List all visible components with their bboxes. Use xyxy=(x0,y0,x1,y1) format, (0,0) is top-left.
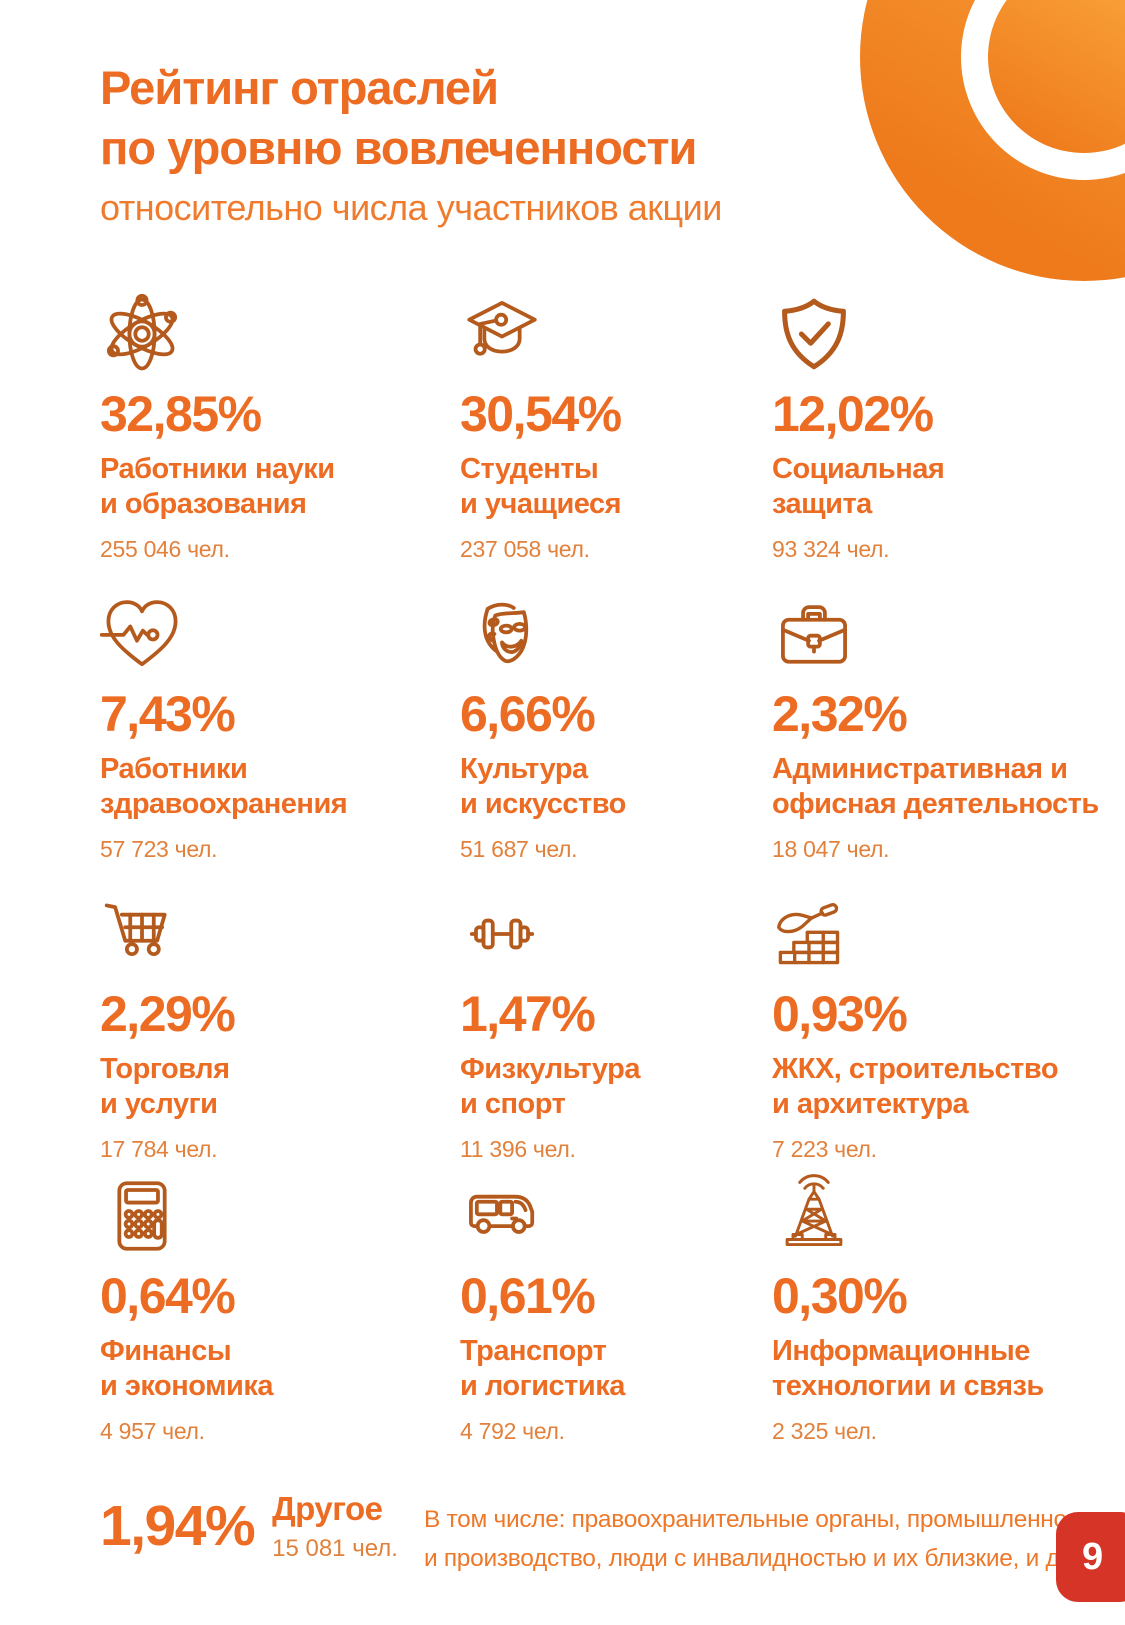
category-count: 2 325 чел. xyxy=(772,1417,877,1444)
category-percent: 0,61% xyxy=(460,1268,596,1324)
category-label: Культура и искусство xyxy=(460,753,626,821)
category-label: ЖКХ, строительство и архитектура xyxy=(772,1053,1059,1121)
category-count: 237 058 чел. xyxy=(460,535,590,562)
category-percent: 2,29% xyxy=(100,986,236,1042)
category-card-construction: 0,93% ЖКХ, строительство и архитектура 7… xyxy=(772,882,1125,1164)
other-note-line-2: и производство, люди с инвалидностью и и… xyxy=(423,1545,1120,1573)
category-count: 93 324 чел. xyxy=(772,535,890,562)
category-label: Физкультура и спорт xyxy=(460,1053,640,1121)
category-card-finance: 0,64% Финансы и экономика 4 957 чел. xyxy=(100,1164,460,1446)
bus-icon xyxy=(460,1164,544,1258)
category-percent: 2,32% xyxy=(772,686,908,742)
category-count: 11 396 чел. xyxy=(460,1135,576,1162)
category-label: Работники здравоохранения xyxy=(100,753,348,821)
category-label: Финансы и экономика xyxy=(100,1335,274,1403)
other-label: Другое xyxy=(272,1490,383,1527)
page-subtitle: относительно числа участников акции xyxy=(100,187,722,229)
other-percent: 1,94% xyxy=(100,1494,256,1558)
category-card-science: 32,85% Работники науки и образования 255… xyxy=(100,282,460,582)
shield-check-icon xyxy=(772,282,856,376)
category-label: Информационные технологии и связь xyxy=(772,1335,1044,1403)
graduation-cap-icon xyxy=(460,282,544,376)
category-count: 7 223 чел. xyxy=(772,1135,877,1162)
title-line-1: Рейтинг отраслей xyxy=(100,61,499,114)
other-category-row: 1,94% Другое 15 081 чел. В том числе: пр… xyxy=(100,1490,1120,1578)
category-label: Транспорт и логистика xyxy=(460,1335,625,1403)
category-percent: 0,30% xyxy=(772,1268,908,1324)
category-card-social: 12,02% Социальная защита 93 324 чел. xyxy=(772,282,1125,582)
category-percent: 6,66% xyxy=(460,686,596,742)
briefcase-icon xyxy=(772,582,856,676)
category-label: Административная и офисная деятельность xyxy=(772,753,1099,821)
category-count: 18 047 чел. xyxy=(772,835,890,862)
category-label: Студенты и учащиеся xyxy=(460,453,622,521)
category-percent: 32,85% xyxy=(100,386,262,442)
category-card-culture: 6,66% Культура и искусство 51 687 чел. xyxy=(460,582,772,882)
other-note: В том числе: правоохранительные органы, … xyxy=(424,1500,1120,1578)
category-label: Работники науки и образования xyxy=(100,453,335,521)
category-count: 17 784 чел. xyxy=(100,1135,218,1162)
other-count: 15 081 чел. xyxy=(272,1535,398,1562)
category-label: Социальная защита xyxy=(772,453,945,521)
category-card-healthcare: 7,43% Работники здравоохранения 57 723 ч… xyxy=(100,582,460,882)
atom-icon xyxy=(100,282,184,376)
category-percent: 0,64% xyxy=(100,1268,236,1324)
category-count: 51 687 чел. xyxy=(460,835,578,862)
category-count: 255 046 чел. xyxy=(100,535,230,562)
other-note-line-1: В том числе: правоохранительные органы, … xyxy=(423,1506,1103,1533)
category-count: 4 957 чел. xyxy=(100,1417,205,1444)
trowel-bricks-icon xyxy=(772,882,856,976)
page-number: 9 xyxy=(1082,1535,1104,1578)
category-grid: 32,85% Работники науки и образования 255… xyxy=(100,282,1125,1446)
dumbbell-icon xyxy=(460,882,544,976)
category-card-sport: 1,47% Физкультура и спорт 11 396 чел. xyxy=(460,882,772,1164)
theater-masks-icon xyxy=(460,582,544,676)
category-count: 57 723 чел. xyxy=(100,835,218,862)
category-percent: 12,02% xyxy=(772,386,934,442)
category-percent: 1,47% xyxy=(460,986,596,1042)
heart-pulse-icon xyxy=(100,582,184,676)
calculator-icon xyxy=(100,1164,184,1258)
category-card-it: 0,30% Информационные технологии и связь … xyxy=(772,1164,1125,1446)
category-card-administrative: 2,32% Административная и офисная деятель… xyxy=(772,582,1125,882)
title-line-2: по уровню вовлеченности xyxy=(100,120,697,174)
page-title: Рейтинг отраслей по уровню вовлеченности xyxy=(100,58,722,177)
category-percent: 0,93% xyxy=(772,986,908,1042)
shopping-cart-icon xyxy=(100,882,184,976)
category-label: Торговля и услуги xyxy=(100,1053,230,1121)
category-percent: 7,43% xyxy=(100,686,236,742)
page-number-badge: 9 xyxy=(1056,1512,1125,1602)
category-card-students: 30,54% Студенты и учащиеся 237 058 чел. xyxy=(460,282,772,582)
page-header: Рейтинг отраслей по уровню вовлеченности… xyxy=(100,58,722,229)
category-card-trade: 2,29% Торговля и услуги 17 784 чел. xyxy=(100,882,460,1164)
radio-tower-icon xyxy=(772,1164,856,1258)
category-card-transport: 0,61% Транспорт и логистика 4 792 чел. xyxy=(460,1164,772,1446)
other-label-block: Другое 15 081 чел. xyxy=(272,1490,398,1563)
category-count: 4 792 чел. xyxy=(460,1417,565,1444)
category-percent: 30,54% xyxy=(460,386,622,442)
